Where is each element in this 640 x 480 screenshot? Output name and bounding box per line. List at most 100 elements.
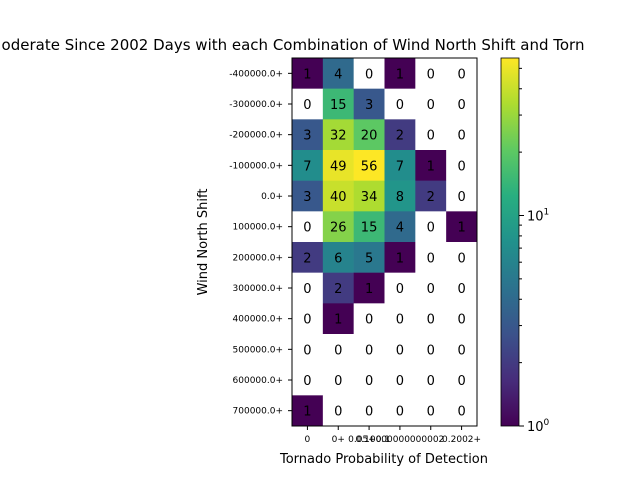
x-tick-label: 0.05+0.1: [348, 435, 390, 445]
heatmap-cell: [384, 395, 416, 427]
colorbar-ticks: 100 101: [519, 67, 550, 435]
cell-value-label: 0: [303, 313, 311, 328]
cell-value-label: 0: [396, 313, 404, 328]
cell-value-label: 0: [427, 343, 435, 358]
heatmap-cell: [446, 395, 478, 427]
cell-value-label: 0: [457, 313, 465, 328]
cell-value-label: 0: [334, 343, 342, 358]
heatmap-cell: [322, 211, 354, 243]
cell-value-label: 0: [457, 282, 465, 297]
cell-value-label: 0: [303, 343, 311, 358]
heatmap-cell: [384, 58, 416, 89]
y-tick-label: 400000.0+: [233, 315, 283, 325]
cell-value-label: 7: [303, 159, 311, 174]
heatmap-cell: [292, 211, 324, 243]
heatmap-cell: [415, 334, 447, 365]
cell-value-label: 1: [334, 313, 342, 328]
cell-value-label: 5: [365, 251, 373, 266]
y-tick-label: -100000.0+: [229, 161, 283, 171]
heatmap-cell: [353, 334, 385, 365]
cell-value-label: 15: [361, 221, 378, 236]
heatmap-cell: [446, 58, 478, 89]
y-tick-label: 0.0+: [261, 192, 283, 202]
cell-value-label: 8: [396, 190, 404, 205]
cell-value-label: 0: [396, 374, 404, 389]
heatmap-cell: [322, 272, 354, 304]
cell-value-label: 15: [330, 98, 347, 113]
cell-value-label: 0: [365, 405, 373, 420]
x-tick-label: 0+: [332, 435, 345, 445]
heatmap-cell: [322, 58, 354, 89]
y-tick-label: 100000.0+: [233, 223, 283, 233]
cell-value-label: 0: [457, 343, 465, 358]
cell-value-label: 0: [457, 159, 465, 174]
cell-value-label: 0: [457, 374, 465, 389]
heatmap-cell: [446, 303, 478, 335]
heatmap-cell: [446, 150, 478, 181]
heatmap-cell: [353, 364, 385, 396]
cell-value-label: 0: [303, 221, 311, 236]
heatmap-cell: [384, 303, 416, 335]
cell-value-label: 4: [334, 67, 342, 82]
cell-value-label: 0: [457, 405, 465, 420]
y-tick-label: 600000.0+: [233, 376, 283, 386]
heatmap-cell: [322, 303, 354, 335]
y-tick-label: -200000.0+: [229, 131, 283, 141]
cell-value-label: 0: [457, 190, 465, 205]
heatmap-cell: [322, 150, 354, 181]
cell-value-label: 0: [427, 313, 435, 328]
heatmap-cell: [415, 364, 447, 396]
heatmap-cell: [384, 242, 416, 273]
x-tick-label: 0: [305, 435, 311, 445]
heatmap-cell: [292, 272, 324, 304]
cell-value-label: 2: [396, 129, 404, 144]
cell-value-label: 0: [365, 67, 373, 82]
heatmap-cell: [292, 88, 324, 120]
cell-value-label: 4: [396, 221, 404, 236]
heatmap-cell: [292, 334, 324, 365]
heatmap-cell: [415, 119, 447, 151]
cell-value-label: 0: [427, 374, 435, 389]
cell-value-label: 0: [457, 98, 465, 113]
cell-value-label: 20: [361, 129, 378, 144]
heatmap-cell: [446, 334, 478, 365]
cell-value-label: 1: [457, 221, 465, 236]
cell-value-label: 0: [427, 405, 435, 420]
cell-value-label: 1: [365, 282, 373, 297]
heatmap-cell: [415, 150, 447, 181]
heatmap-cell: [292, 119, 324, 151]
cell-value-label: 1: [396, 251, 404, 266]
cell-value-label: 56: [361, 159, 378, 174]
heatmap-cell: [292, 364, 324, 396]
heatmap-cell: [292, 150, 324, 181]
heatmap-cell: [322, 395, 354, 427]
cell-value-label: 0: [396, 405, 404, 420]
cell-value-label: 0: [427, 221, 435, 236]
heatmap-cell: [322, 119, 354, 151]
cell-value-label: 6: [334, 251, 342, 266]
cell-value-label: 0: [303, 374, 311, 389]
heatmap-cell: [384, 272, 416, 304]
y-axis-label: Wind North Shift: [196, 189, 211, 296]
heatmap-cell: [384, 119, 416, 151]
cell-value-label: 0: [334, 374, 342, 389]
heatmap-cell: [384, 88, 416, 120]
heatmap-cell: [353, 119, 385, 151]
x-tick-label: 0.10000000000002: [356, 435, 445, 445]
cell-value-label: 1: [427, 159, 435, 174]
heatmap-cell-labels: 1 4 0 1 0 00 15 3 0 0 03 32 20 2 0 07 49 56 7 1 03 40 34 8 2 00 26…: [303, 67, 465, 419]
cell-value-label: 0: [396, 98, 404, 113]
heatmap-cell: [446, 242, 478, 273]
heatmap-cell: [415, 242, 447, 273]
cell-value-label: 2: [303, 251, 311, 266]
heatmap-cell: [446, 364, 478, 396]
heatmap-cell: [292, 180, 324, 212]
cell-value-label: 0: [396, 282, 404, 297]
cell-value-label: 1: [303, 67, 311, 82]
y-tick-label: -400000.0+: [229, 69, 283, 79]
cell-value-label: 1: [303, 405, 311, 420]
cell-value-label: 0: [427, 129, 435, 144]
chart-title: oderate Since 2002 Days with each Combin…: [2, 36, 585, 54]
